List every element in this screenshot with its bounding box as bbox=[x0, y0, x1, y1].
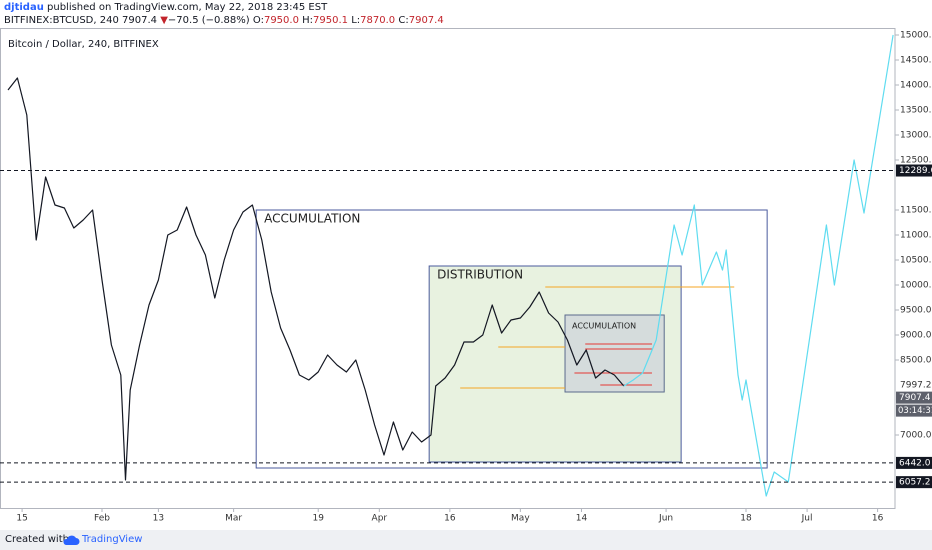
footer: Created with TradingView bbox=[0, 530, 932, 550]
l-label: L: bbox=[351, 15, 361, 26]
x-tick-label: 18 bbox=[740, 514, 752, 524]
o: 7950.0 bbox=[263, 15, 299, 26]
price-label-box bbox=[896, 391, 932, 404]
price-label: 6057.2 bbox=[899, 478, 931, 488]
price-label: 6442.0 bbox=[899, 458, 931, 468]
zone-box bbox=[564, 314, 665, 393]
y-tick-label: 7000.0 bbox=[900, 431, 932, 441]
zone-label: DISTRIBUTION bbox=[437, 268, 523, 282]
countdown-box bbox=[896, 404, 932, 417]
price-label-box bbox=[896, 456, 932, 469]
y-tick-label: 14500.0 bbox=[900, 56, 932, 66]
last: 7907.4 bbox=[122, 15, 158, 26]
publish-line: djtidau published on TradingView.com, Ma… bbox=[4, 2, 327, 13]
x-tick-label: 13 bbox=[153, 514, 164, 524]
arrow: ▼ bbox=[160, 15, 168, 26]
zone-label: ACCUMULATION bbox=[264, 212, 360, 226]
o-label: O: bbox=[252, 15, 264, 26]
legend-title: Bitcoin / Dollar, 240, BITFINEX bbox=[8, 39, 159, 50]
h: 7950.1 bbox=[313, 15, 349, 26]
y-tick-label: 12500.0 bbox=[900, 156, 932, 166]
x-tick-label: Feb bbox=[94, 514, 110, 524]
change: −70.5 (−0.88%) bbox=[167, 15, 250, 26]
ohlc-line: BITFINEX:BTCUSD, 240 7907.4 ▼−70.5 (−0.8… bbox=[4, 15, 444, 26]
x-tick-label: 16 bbox=[444, 514, 456, 524]
price-label: 12289.6 bbox=[899, 166, 932, 176]
y-tick-label: 8500.0 bbox=[900, 356, 932, 366]
y-tick-label: 9000.0 bbox=[900, 331, 932, 341]
published: published on TradingView.com, May 22, 20… bbox=[43, 2, 328, 13]
y-tick-label: 11500.0 bbox=[900, 206, 932, 216]
author[interactable]: djtidau bbox=[4, 2, 44, 13]
y-tick-label: 9500.0 bbox=[900, 306, 932, 316]
header: djtidau published on TradingView.com, Ma… bbox=[0, 0, 932, 28]
x-tick-label: Jul bbox=[801, 514, 813, 524]
x-tick-label: 16 bbox=[872, 514, 884, 524]
x-tick-label: Mar bbox=[225, 514, 242, 524]
y-tick-label: 15000.0 bbox=[900, 31, 932, 41]
l: 7870.0 bbox=[360, 15, 396, 26]
zone-box bbox=[255, 209, 768, 469]
brand[interactable]: TradingView bbox=[82, 534, 143, 545]
price-label-box bbox=[896, 164, 932, 177]
price-line bbox=[7, 77, 625, 481]
x-tick-label: 14 bbox=[576, 514, 588, 524]
x-tick-label: 19 bbox=[313, 514, 325, 524]
logo[interactable] bbox=[62, 534, 80, 546]
y-tick-label: 11000.0 bbox=[900, 231, 932, 241]
zone-label: ACCUMULATION bbox=[572, 322, 636, 331]
x-tick-label: 15 bbox=[16, 514, 27, 524]
x-tick-label: May bbox=[511, 514, 530, 524]
symbol: BITFINEX:BTCUSD, 240 bbox=[4, 15, 119, 26]
price-label-box bbox=[896, 476, 932, 489]
c: 7907.4 bbox=[408, 15, 444, 26]
h-label: H: bbox=[302, 15, 314, 26]
price-label: 7997.2 bbox=[900, 381, 932, 391]
logo-cloud bbox=[63, 535, 80, 545]
created: Created with bbox=[5, 534, 69, 545]
x-tick-label: Apr bbox=[372, 514, 388, 524]
y-tick-label: 14000.0 bbox=[900, 81, 932, 91]
y-tick-label: 10000.0 bbox=[900, 281, 932, 291]
price-label: 7907.4 bbox=[899, 393, 931, 403]
y-tick-label: 13000.0 bbox=[900, 131, 932, 141]
countdown: 03:14:31 bbox=[898, 406, 932, 416]
c-label: C: bbox=[398, 15, 409, 26]
y-tick-label: 13500.0 bbox=[900, 106, 932, 116]
y-tick-label: 10500.0 bbox=[900, 256, 932, 266]
price-line bbox=[623, 34, 894, 497]
x-tick-label: Jun bbox=[658, 514, 673, 524]
